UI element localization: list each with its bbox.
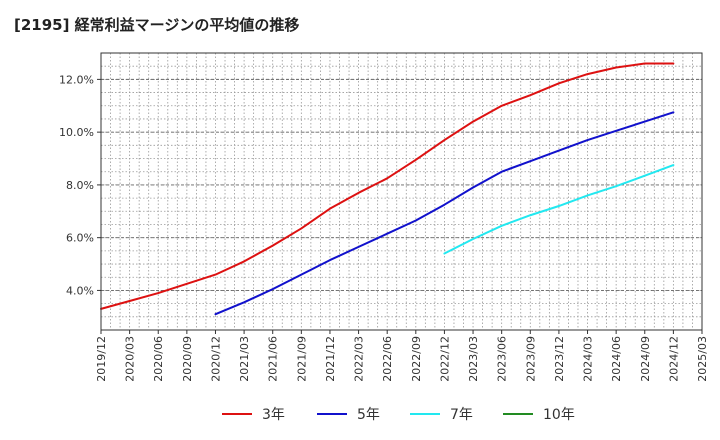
x-tick-label: 2021/06 xyxy=(267,336,280,382)
x-tick-label: 2023/03 xyxy=(467,336,480,382)
x-tick-label: 2021/03 xyxy=(238,336,251,382)
series-line-2 xyxy=(443,164,675,255)
legend-label: 5年 xyxy=(357,407,380,423)
x-tick-label: 2024/06 xyxy=(610,336,623,382)
y-tick-label: 8.0% xyxy=(66,179,94,192)
plot-frame xyxy=(100,52,703,331)
x-tick-label: 2023/09 xyxy=(524,336,537,382)
y-tick-label: 4.0% xyxy=(66,284,94,297)
x-tick-label: 2020/06 xyxy=(152,336,165,382)
x-tick-label: 2023/12 xyxy=(553,336,566,382)
series-line-1 xyxy=(214,111,675,316)
x-tick-label: 2024/12 xyxy=(667,336,680,382)
y-tick-label: 6.0% xyxy=(66,232,94,245)
x-tick-label: 2022/12 xyxy=(438,336,451,382)
x-tick-label: 2022/03 xyxy=(353,336,366,382)
x-tick-label: 2019/12 xyxy=(95,336,108,382)
legend-label: 10年 xyxy=(543,407,575,423)
legend: 3年 5年 7年 10年 xyxy=(222,407,575,423)
chart-title: [2195] 経常利益マージンの平均値の推移 xyxy=(14,16,300,34)
x-tick-label: 2020/12 xyxy=(209,336,222,382)
x-tick-label: 2021/12 xyxy=(324,336,337,382)
x-tick-label: 2024/09 xyxy=(639,336,652,382)
legend-label: 7年 xyxy=(450,407,473,423)
x-tick-label: 2022/06 xyxy=(381,336,394,382)
x-tick-label: 2020/03 xyxy=(124,336,137,382)
x-tick-label: 2023/06 xyxy=(496,336,509,382)
x-tick-label: 2025/03 xyxy=(696,336,709,382)
y-tick-label: 12.0% xyxy=(59,73,94,86)
x-tick-label: 2024/03 xyxy=(582,336,595,382)
legend-label: 3年 xyxy=(262,407,285,423)
series-line-0 xyxy=(100,62,675,310)
y-axis-ticks: 4.0% 6.0% 8.0% 10.0% 12.0% xyxy=(59,73,101,297)
x-tick-label: 2021/09 xyxy=(295,336,308,382)
x-axis-ticks: 2019/12 2020/03 2020/06 2020/09 2020/12 2021/… xyxy=(95,330,709,382)
x-tick-label: 2020/09 xyxy=(181,336,194,382)
series-layer xyxy=(100,62,675,316)
grid xyxy=(101,53,702,331)
y-tick-label: 10.0% xyxy=(59,126,94,139)
x-tick-label: 2022/09 xyxy=(410,336,423,382)
